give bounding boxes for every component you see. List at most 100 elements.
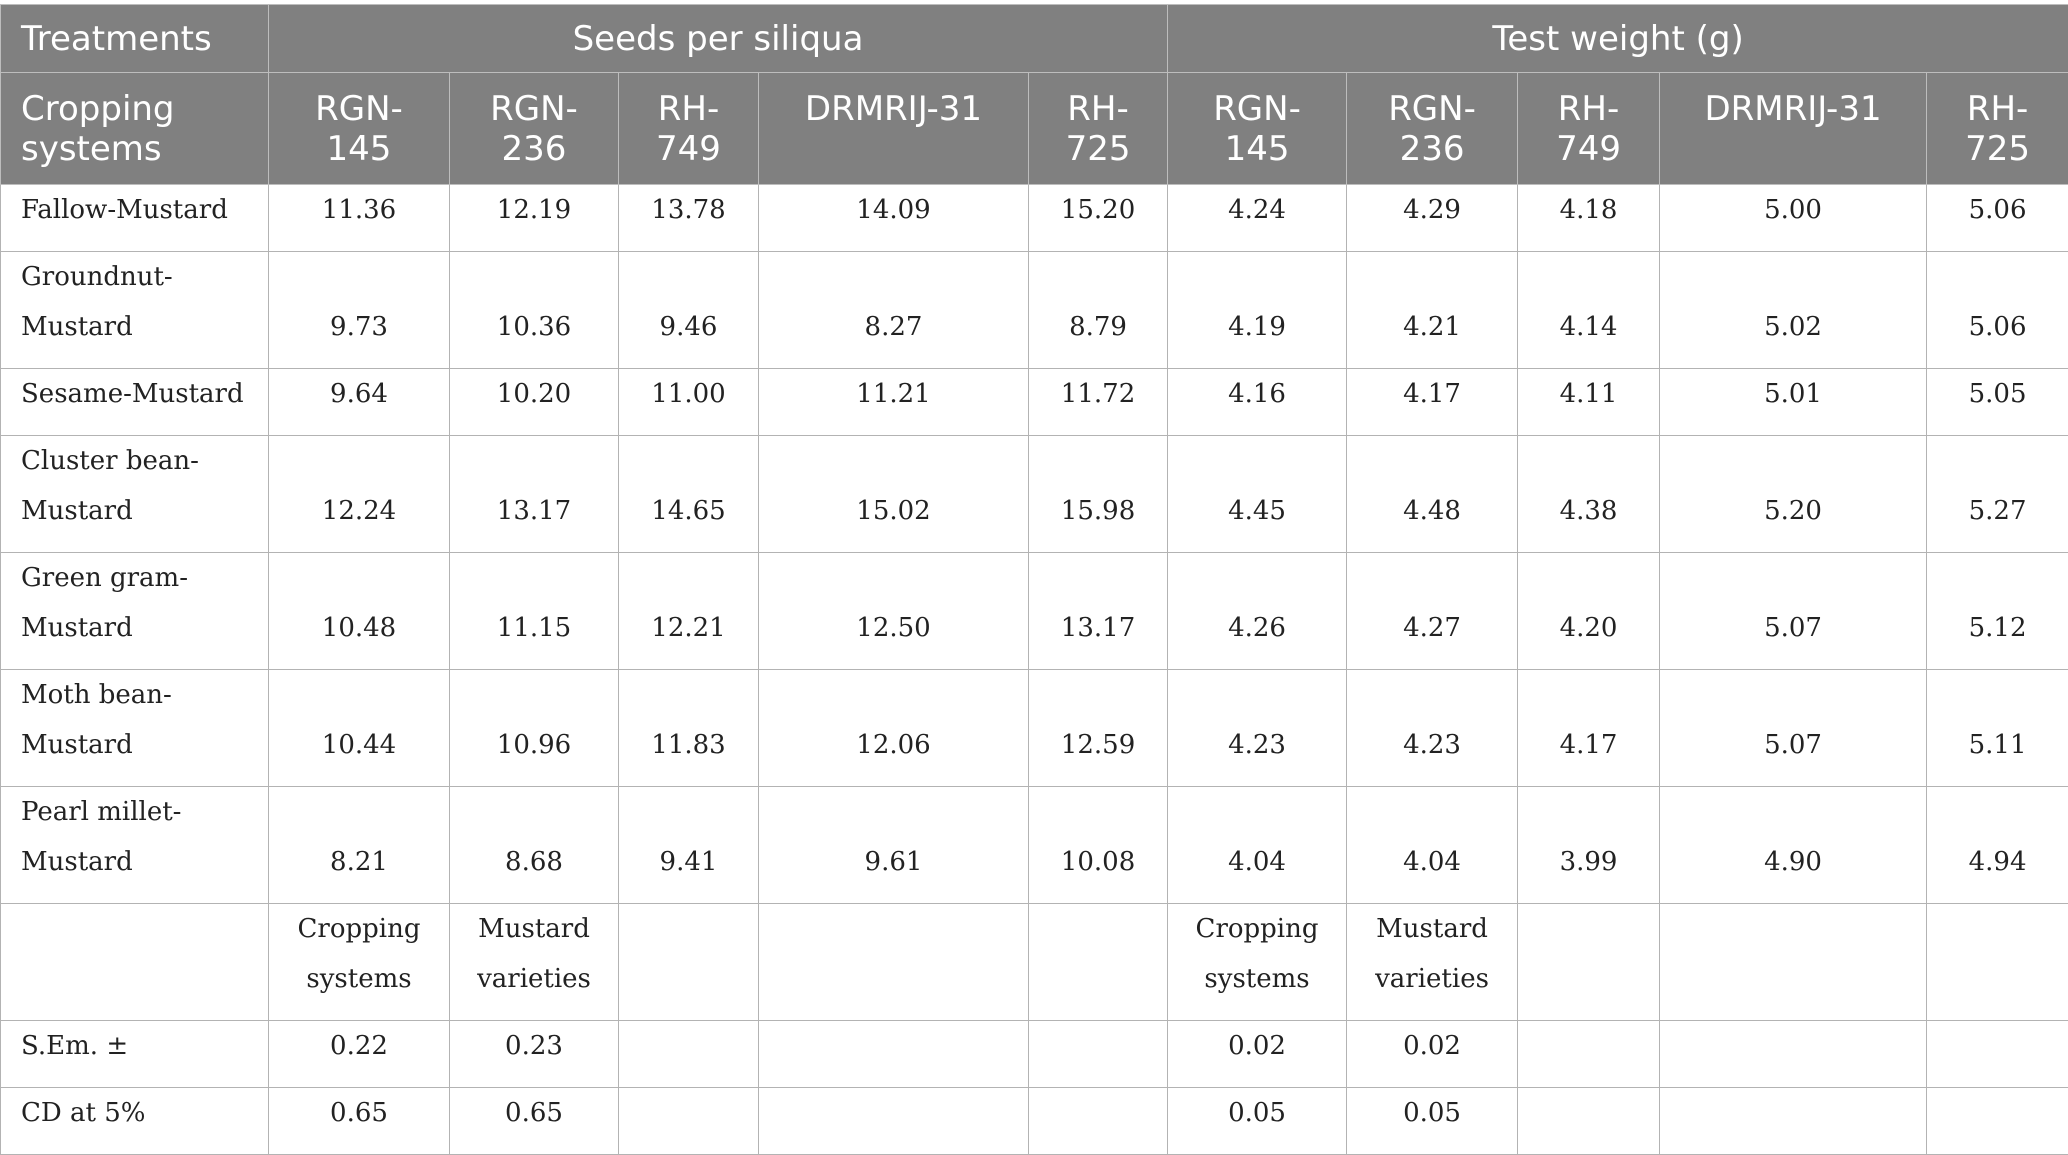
seeds-value-cell: 12.19 [450, 185, 619, 252]
test-weight-value-cell: 5.07 [1660, 670, 1927, 787]
test-weight-value-cell: 4.29 [1347, 185, 1518, 252]
header-variety: RH-749 [619, 73, 759, 185]
empty-cell [1029, 904, 1168, 1021]
seeds-value-cell: 8.79 [1029, 252, 1168, 369]
stats-value-cell: 0.02 [1168, 1021, 1347, 1088]
row-label: Pearl millet-Mustard [1, 787, 269, 904]
empty-cell [619, 1021, 759, 1088]
test-weight-value-cell: 5.27 [1927, 436, 2068, 553]
empty-cell [619, 1088, 759, 1155]
empty-cell [1660, 1021, 1927, 1088]
test-weight-value-cell: 4.19 [1168, 252, 1347, 369]
empty-cell [1660, 904, 1927, 1021]
seeds-value-cell: 10.44 [269, 670, 450, 787]
seeds-value-cell: 12.50 [759, 553, 1029, 670]
test-weight-value-cell: 5.06 [1927, 185, 2068, 252]
empty-cell [619, 904, 759, 1021]
row-label: Moth bean-Mustard [1, 670, 269, 787]
empty-cell [759, 904, 1029, 1021]
stats-value-cell: 0.65 [269, 1088, 450, 1155]
test-weight-value-cell: 5.01 [1660, 369, 1927, 436]
header-test-weight: Test weight (g) [1168, 5, 2068, 73]
seeds-value-cell: 14.09 [759, 185, 1029, 252]
seeds-value-cell: 11.72 [1029, 369, 1168, 436]
seeds-value-cell: 10.36 [450, 252, 619, 369]
test-weight-value-cell: 4.17 [1518, 670, 1660, 787]
seeds-value-cell: 11.21 [759, 369, 1029, 436]
seeds-value-cell: 11.15 [450, 553, 619, 670]
empty-cell [759, 1088, 1029, 1155]
test-weight-value-cell: 4.20 [1518, 553, 1660, 670]
empty-cell [1029, 1088, 1168, 1155]
test-weight-value-cell: 4.21 [1347, 252, 1518, 369]
stats-label: CD at 5% [1, 1088, 269, 1155]
stats-value-cell: 0.22 [269, 1021, 450, 1088]
seeds-value-cell: 13.17 [450, 436, 619, 553]
seeds-value-cell: 15.02 [759, 436, 1029, 553]
test-weight-value-cell: 5.11 [1927, 670, 2068, 787]
header-variety: RGN-236 [450, 73, 619, 185]
seeds-value-cell: 8.21 [269, 787, 450, 904]
seeds-value-cell: 9.46 [619, 252, 759, 369]
header-treatments: Treatments [1, 5, 269, 73]
seeds-value-cell: 11.83 [619, 670, 759, 787]
seeds-value-cell: 9.64 [269, 369, 450, 436]
header-variety: RGN-145 [269, 73, 450, 185]
test-weight-value-cell: 4.27 [1347, 553, 1518, 670]
test-weight-value-cell: 5.12 [1927, 553, 2068, 670]
test-weight-value-cell: 4.17 [1347, 369, 1518, 436]
header-variety: RGN-145 [1168, 73, 1347, 185]
seeds-value-cell: 10.96 [450, 670, 619, 787]
test-weight-value-cell: 4.18 [1518, 185, 1660, 252]
test-weight-value-cell: 4.45 [1168, 436, 1347, 553]
test-weight-value-cell: 4.23 [1347, 670, 1518, 787]
seeds-value-cell: 9.61 [759, 787, 1029, 904]
empty-cell [1927, 1021, 2068, 1088]
test-weight-value-cell: 4.23 [1168, 670, 1347, 787]
seeds-value-cell: 9.41 [619, 787, 759, 904]
stats-value-cell: 0.65 [450, 1088, 619, 1155]
seeds-value-cell: 14.65 [619, 436, 759, 553]
test-weight-value-cell: 4.26 [1168, 553, 1347, 670]
test-weight-value-cell: 4.04 [1347, 787, 1518, 904]
stats-label: S.Em. ± [1, 1021, 269, 1088]
empty-cell [1660, 1088, 1927, 1155]
seeds-value-cell: 10.20 [450, 369, 619, 436]
stats-value-cell: 0.23 [450, 1021, 619, 1088]
seeds-value-cell: 13.17 [1029, 553, 1168, 670]
seeds-value-cell: 12.24 [269, 436, 450, 553]
header-seeds-per-siliqua: Seeds per siliqua [269, 5, 1168, 73]
test-weight-value-cell: 4.38 [1518, 436, 1660, 553]
test-weight-value-cell: 4.90 [1660, 787, 1927, 904]
test-weight-value-cell: 4.94 [1927, 787, 2068, 904]
empty-cell [1, 904, 269, 1021]
seeds-value-cell: 11.00 [619, 369, 759, 436]
test-weight-value-cell: 5.00 [1660, 185, 1927, 252]
seeds-value-cell: 12.21 [619, 553, 759, 670]
stats-value-cell: 0.05 [1347, 1088, 1518, 1155]
empty-cell [1518, 904, 1660, 1021]
test-weight-value-cell: 5.02 [1660, 252, 1927, 369]
seeds-value-cell: 13.78 [619, 185, 759, 252]
stats-value-cell: 0.05 [1168, 1088, 1347, 1155]
header-row-groups: Treatments Seeds per siliqua Test weight… [1, 5, 2068, 73]
row-label: Sesame-Mustard [1, 369, 269, 436]
seeds-value-cell: 12.06 [759, 670, 1029, 787]
empty-cell [759, 1021, 1029, 1088]
test-weight-value-cell: 4.48 [1347, 436, 1518, 553]
test-weight-value-cell: 5.07 [1660, 553, 1927, 670]
row-label: Green gram-Mustard [1, 553, 269, 670]
test-weight-value-cell: 4.24 [1168, 185, 1347, 252]
test-weight-value-cell: 3.99 [1518, 787, 1660, 904]
